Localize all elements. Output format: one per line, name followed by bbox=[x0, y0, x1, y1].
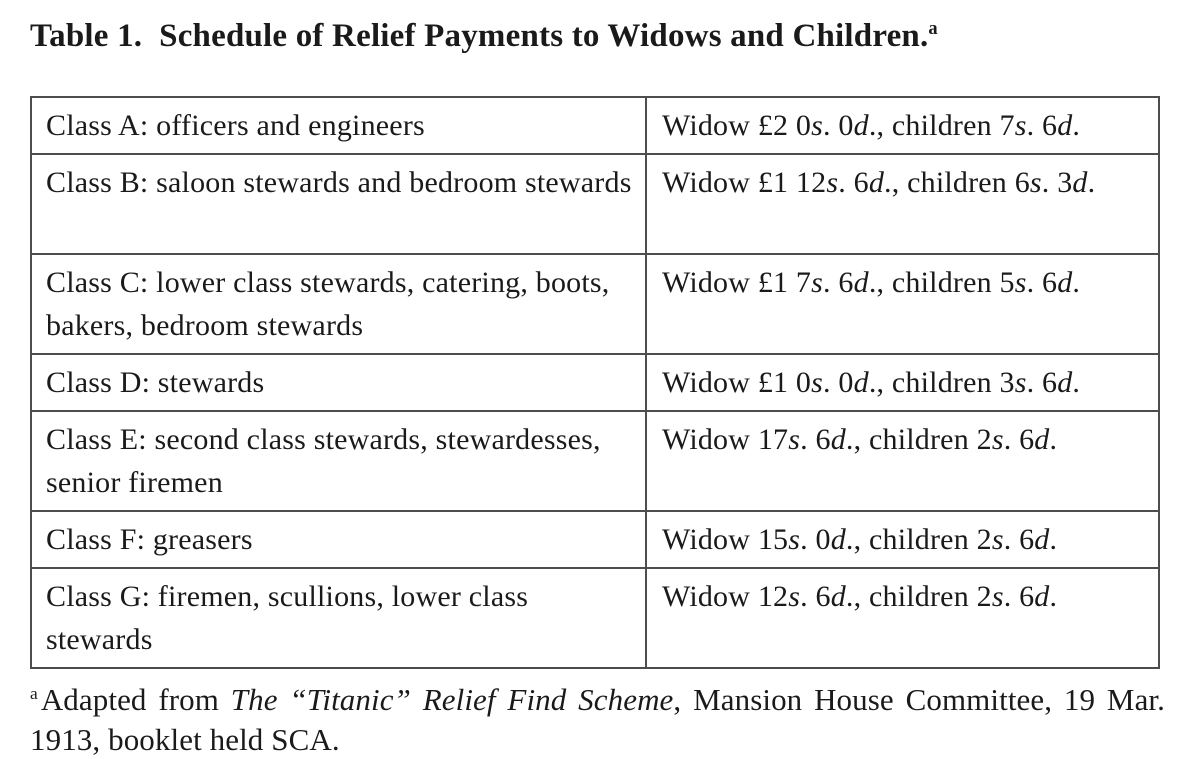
relief-payments-table: Class A: officers and engineers Widow £2… bbox=[30, 96, 1160, 669]
footnote-line: 1913, booklet held SCA. bbox=[30, 722, 340, 757]
table-footnote: aAdapted from The “Titanic” Relief Find … bbox=[30, 680, 1165, 759]
class-cell: Class D: stewards bbox=[30, 353, 647, 412]
table-row: Class E: second class stewards, stewarde… bbox=[30, 410, 1160, 512]
table-title: Table 1. Schedule of Relief Payments to … bbox=[30, 14, 1167, 58]
payment-cell: Widow £1 7s. 6d., children 5s. 6d. bbox=[645, 253, 1160, 355]
footnote-line: aAdapted from The “Titanic” Relief Find … bbox=[30, 682, 1165, 717]
payment-cell: Widow 17s. 6d., children 2s. 6d. bbox=[645, 410, 1160, 512]
footnote-marker-superscript: a bbox=[928, 18, 938, 38]
class-cell: Class B: saloon stewards and bedroom ste… bbox=[30, 153, 647, 255]
payment-cell: Widow £1 12s. 6d., children 6s. 3d. bbox=[645, 153, 1160, 255]
table-row: Class F: greasers Widow 15s. 0d., childr… bbox=[30, 510, 1160, 569]
table-row: Class D: stewards Widow £1 0s. 0d., chil… bbox=[30, 353, 1160, 412]
payment-cell: Widow £2 0s. 0d., children 7s. 6d. bbox=[645, 96, 1160, 155]
class-cell: Class C: lower class stewards, catering,… bbox=[30, 253, 647, 355]
class-cell: Class E: second class stewards, stewarde… bbox=[30, 410, 647, 512]
table-row: Class C: lower class stewards, catering,… bbox=[30, 253, 1160, 355]
table-row: Class G: firemen, scullions, lower class… bbox=[30, 567, 1160, 669]
class-cell: Class G: firemen, scullions, lower class… bbox=[30, 567, 647, 669]
class-cell: Class F: greasers bbox=[30, 510, 647, 569]
table-row: Class B: saloon stewards and bedroom ste… bbox=[30, 153, 1160, 255]
payment-cell: Widow £1 0s. 0d., children 3s. 6d. bbox=[645, 353, 1160, 412]
table-title-text: Table 1. Schedule of Relief Payments to … bbox=[30, 18, 929, 54]
table-row: Class A: officers and engineers Widow £2… bbox=[30, 96, 1160, 155]
payment-cell: Widow 15s. 0d., children 2s. 6d. bbox=[645, 510, 1160, 569]
payment-cell: Widow 12s. 6d., children 2s. 6d. bbox=[645, 567, 1160, 669]
class-cell: Class A: officers and engineers bbox=[30, 96, 647, 155]
